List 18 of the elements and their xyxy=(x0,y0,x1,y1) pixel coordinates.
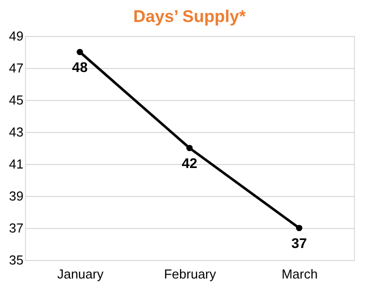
data-label: 48 xyxy=(72,59,88,75)
y-tick-label: 49 xyxy=(9,28,24,44)
y-tick-label: 43 xyxy=(9,124,24,140)
y-tick-label: 35 xyxy=(9,252,24,268)
x-tick-label: February xyxy=(164,266,217,282)
y-tick-label: 39 xyxy=(9,188,24,204)
data-label: 42 xyxy=(182,155,198,171)
point xyxy=(186,144,193,152)
y-tick-label: 37 xyxy=(9,220,24,236)
y-tick-label: 47 xyxy=(9,60,24,76)
chart-title: Days’ Supply* xyxy=(133,7,246,26)
y-tick-label: 45 xyxy=(9,92,24,108)
y-tick-label: 41 xyxy=(9,156,24,172)
x-tick-label: January xyxy=(57,266,104,282)
point xyxy=(296,224,302,232)
data-label: 37 xyxy=(291,235,308,251)
x-tick-label: March xyxy=(282,266,318,282)
point xyxy=(76,48,83,56)
